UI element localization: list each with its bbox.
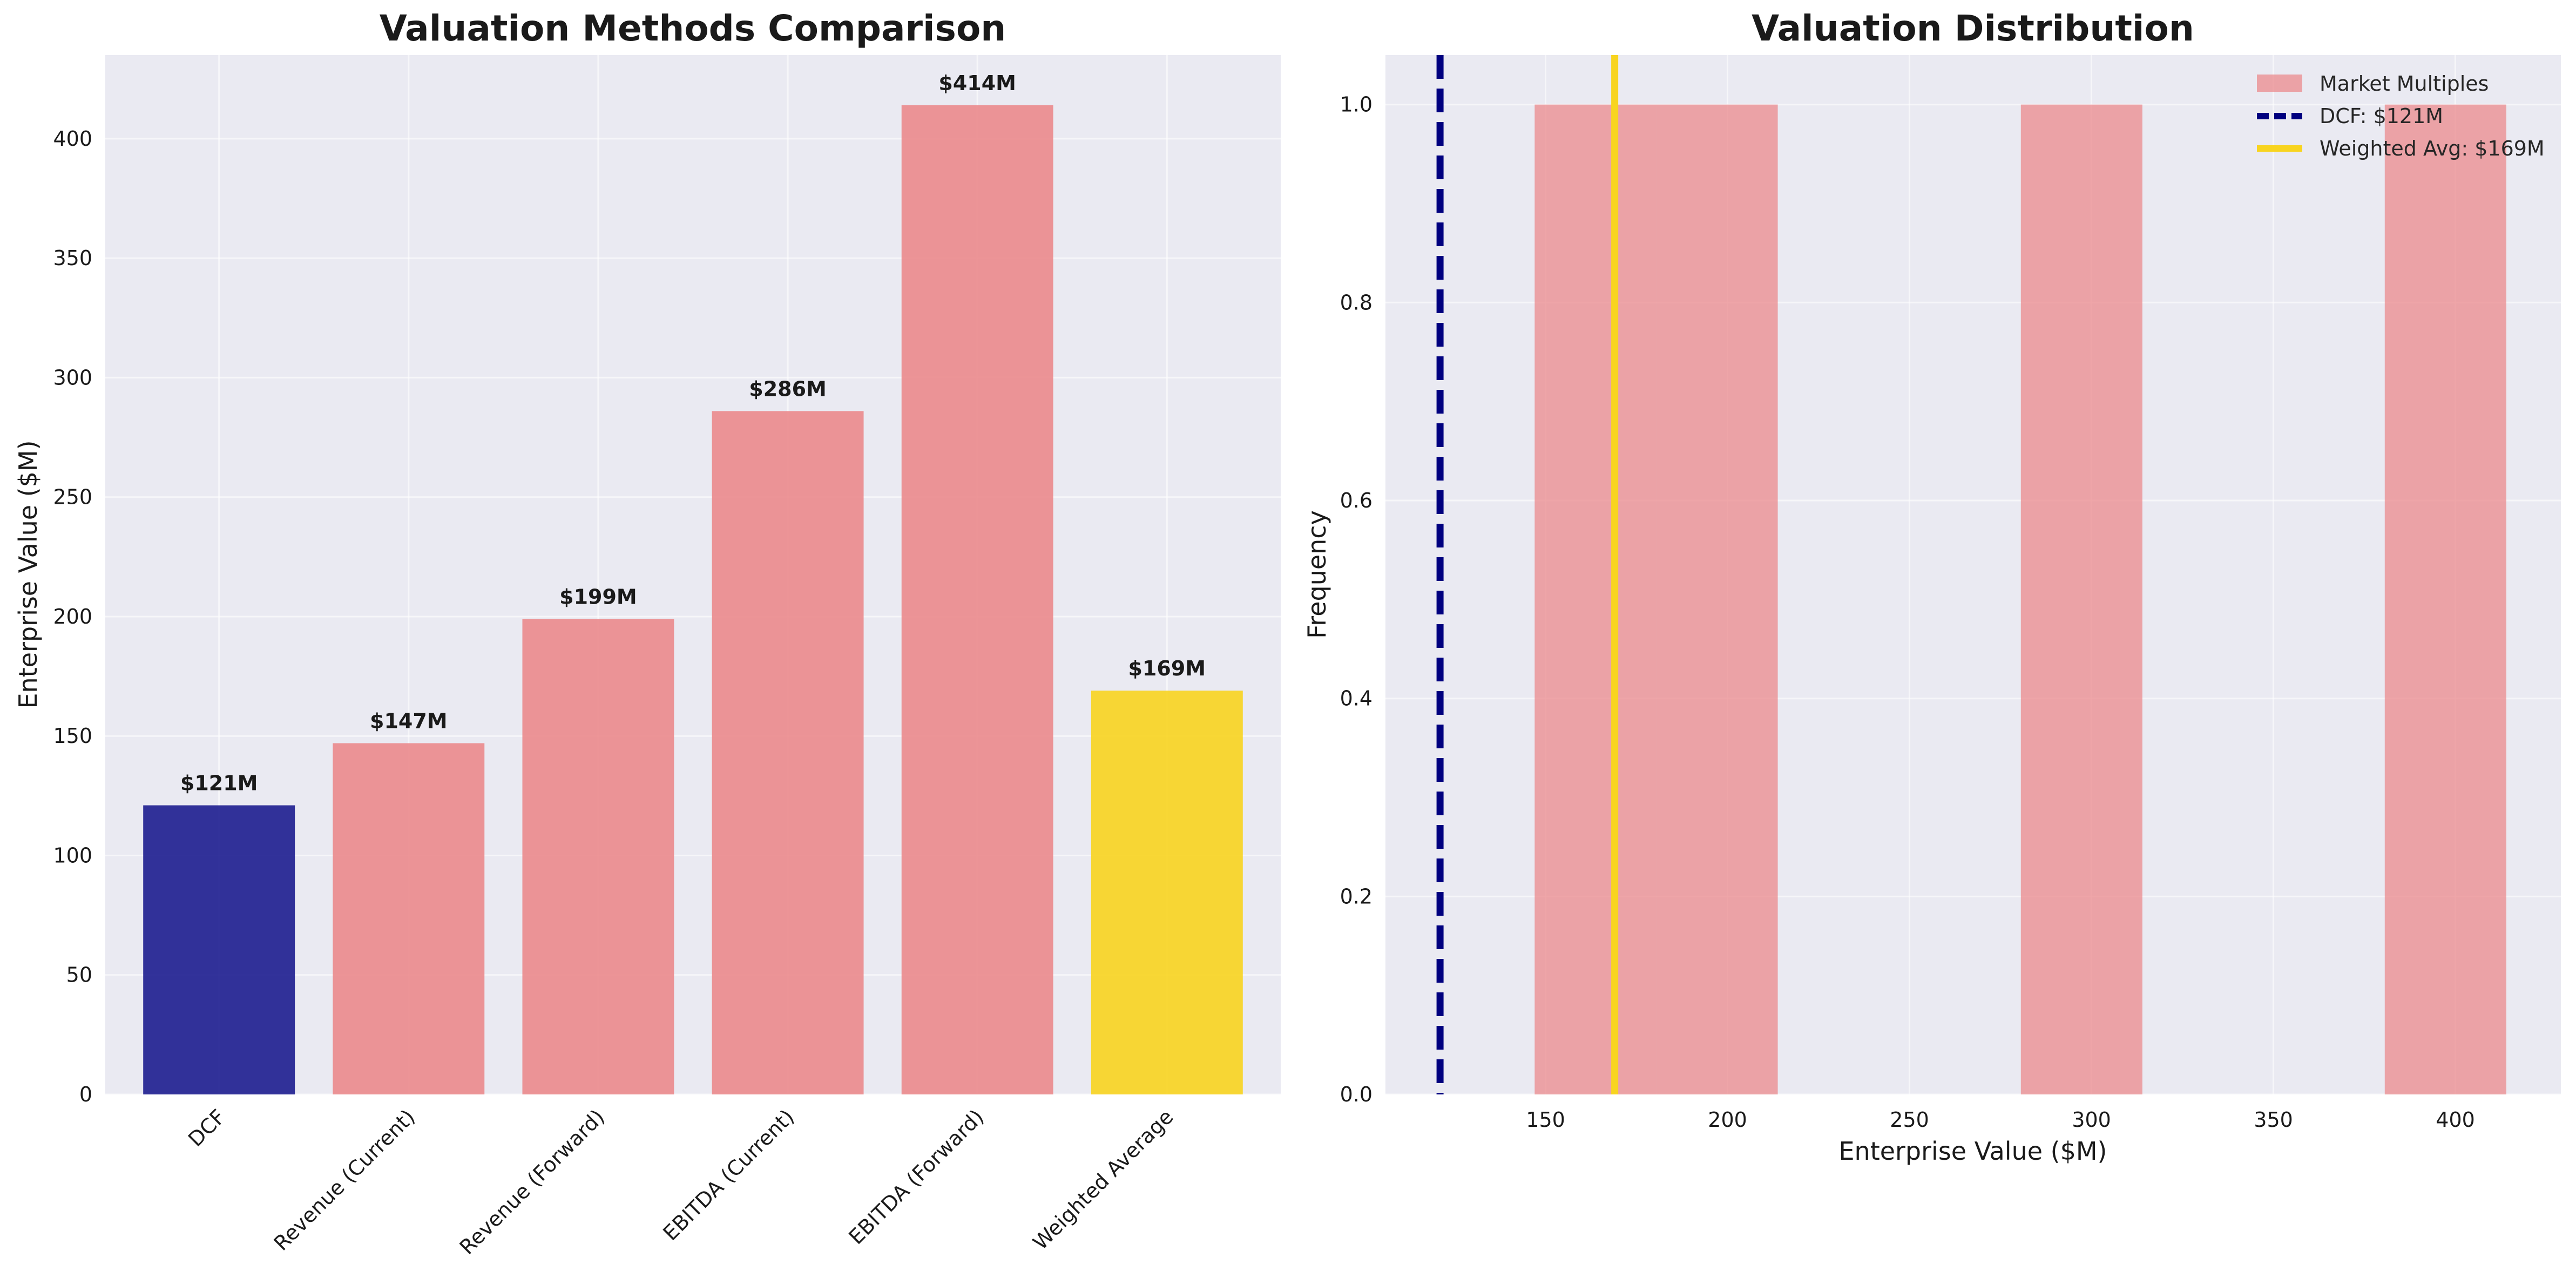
left-y-tick: 150 [53,724,92,748]
bar-ebitda-current [712,411,864,1094]
right-x-tick: 150 [1526,1108,1565,1132]
right-x-tick-labels: 150 200 250 300 350 400 [1526,1108,2475,1132]
right-x-tick: 350 [2254,1108,2293,1132]
bar-dcf [143,805,295,1094]
left-x-tick: EBITDA (Current) [659,1105,799,1245]
right-y-tick-labels: 0.0 0.2 0.4 0.6 0.8 1.0 [1340,93,1372,1106]
bar-value-label: $169M [1128,657,1206,680]
left-y-tick: 250 [53,485,92,509]
left-chart-title: Valuation Methods Comparison [380,8,1006,49]
left-y-axis-label: Enterprise Value ($M) [13,440,43,708]
bar-weighted-average [1091,691,1243,1094]
left-y-tick: 50 [66,963,92,987]
histogram-bar [2384,104,2506,1095]
right-reference-lines [1436,55,1619,1094]
left-x-tick: EBITDA (Forward) [844,1105,989,1249]
left-y-tick: 200 [53,605,92,628]
left-x-tick: Weighted Average [1028,1105,1178,1254]
right-chart-title: Valuation Distribution [1752,8,2194,49]
left-y-tick: 300 [53,366,92,389]
right-y-tick: 0.2 [1340,884,1372,908]
bar-value-label: $414M [938,71,1016,95]
right-histogram-bars [1534,104,2506,1095]
left-x-tick: Revenue (Current) [269,1105,420,1255]
bar-value-label: $147M [370,709,448,733]
left-y-tick: 350 [53,246,92,270]
left-bar-value-labels: $121M $147M $199M $286M $414M $169M [180,71,1206,795]
legend: Market Multiples DCF: $121M Weighted Avg: … [2257,72,2545,160]
legend-entry-label: Market Multiples [2320,72,2489,96]
right-x-tick: 250 [1890,1108,1929,1132]
valuation-distribution-chart: 0.0 0.2 0.4 0.6 0.8 1.0 150 200 250 300 350 400 Va… [1302,8,2561,1166]
left-x-tick: Revenue (Forward) [455,1105,610,1259]
left-y-tick-labels: 0 50 100 150 200 250 300 350 400 [53,127,92,1106]
bar-value-label: $286M [749,377,827,401]
right-x-tick: 300 [2072,1108,2111,1132]
left-bars [143,105,1243,1094]
bar-revenue-forward [522,619,674,1094]
legend-swatch-market-multiples [2257,75,2302,92]
right-y-tick: 0.6 [1340,489,1372,512]
bar-value-label: $199M [559,585,637,608]
left-x-tick-labels: DCF Revenue (Current) Revenue (Forward) EBI… [184,1105,1178,1259]
left-plot-area [105,55,1281,1094]
legend-entry-label: DCF: $121M [2320,104,2443,128]
valuation-methods-chart: $121M $147M $199M $286M $414M $169M 0 50 100 150… [13,8,1281,1259]
left-y-tick: 0 [79,1083,92,1106]
histogram-bar [1656,104,1778,1095]
legend-entry-label: Weighted Avg: $169M [2320,137,2545,160]
bar-ebitda-forward [901,105,1053,1094]
right-y-tick: 0.0 [1340,1083,1372,1106]
left-y-tick: 400 [53,127,92,151]
bar-revenue-current [333,743,485,1094]
right-y-tick: 1.0 [1340,93,1372,117]
right-y-tick: 0.8 [1340,290,1372,314]
histogram-bar [2020,104,2142,1095]
left-x-tick: DCF [184,1105,230,1151]
bar-value-label: $121M [180,772,258,795]
right-x-axis-label: Enterprise Value ($M) [1838,1137,2107,1166]
left-y-tick: 100 [53,843,92,867]
right-y-tick: 0.4 [1340,687,1372,711]
histogram-bar [1534,104,1657,1095]
right-x-tick: 200 [1708,1108,1747,1132]
right-x-tick: 400 [2436,1108,2475,1132]
right-y-axis-label: Frequency [1302,510,1331,639]
